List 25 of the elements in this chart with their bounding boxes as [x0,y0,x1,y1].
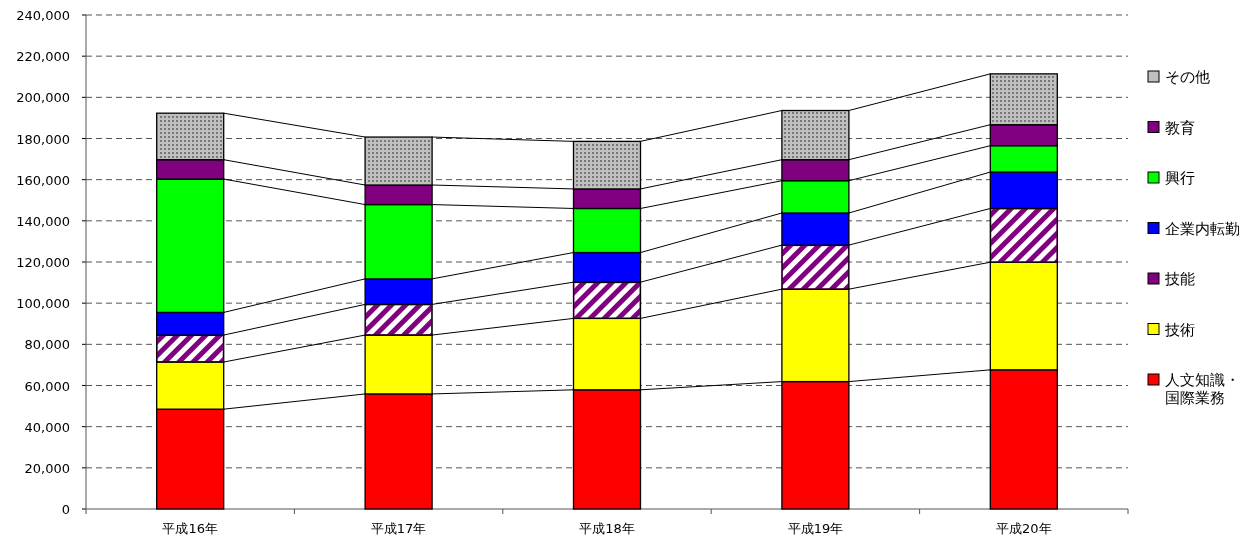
y-tick-label: 200,000 [16,90,70,106]
y-tick-label: 160,000 [16,172,70,188]
legend-label: 企業内転勤 [1165,219,1240,238]
x-tick-label: 平成18年 [579,521,635,536]
legend-label: 技能 [1164,270,1195,288]
x-tick-label: 平成19年 [787,521,844,536]
legend-label: 興行 [1165,169,1195,187]
legend-label: 技術 [1164,320,1195,339]
y-tick-label: 120,000 [16,255,70,270]
y-tick-label: 80,000 [24,337,70,353]
y-tick-label: 40,000 [24,419,70,435]
y-tick-label: 100,000 [16,296,70,312]
legend-label: 人文知識・国際業務 [1165,371,1240,407]
legend-label: 教育 [1165,118,1195,137]
x-tick-label: 平成17年 [370,521,427,536]
y-tick-label: 220,000 [16,49,70,65]
y-tick-label: 0 [61,502,70,517]
y-tick-label: 180,000 [16,131,70,147]
y-tick-label: 140,000 [16,213,70,229]
y-tick-label: 240,000 [16,8,70,23]
y-tick-label: 20,000 [24,460,70,476]
legend-label: その他 [1165,68,1210,86]
x-tick-label: 平成20年 [996,521,1052,536]
y-tick-label: 60,000 [24,378,70,394]
x-tick-label: 平成16年 [162,521,218,536]
